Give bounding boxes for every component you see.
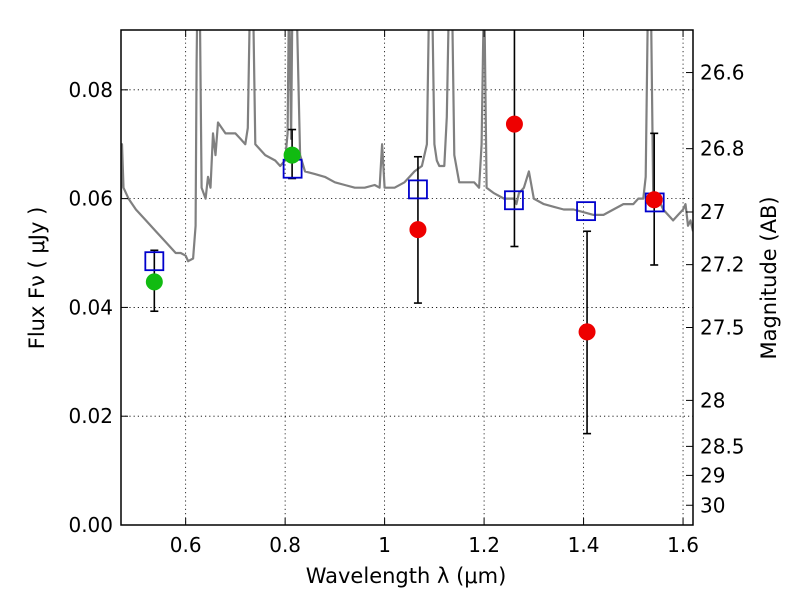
y2-axis-label: Magnitude (AB) xyxy=(757,196,781,359)
model-photometry-square xyxy=(408,179,428,200)
mag-tick-label: 27.2 xyxy=(700,253,745,277)
x-tick-label: 1.2 xyxy=(468,533,500,557)
model-photometry-square xyxy=(504,190,524,211)
mag-tick-label: 27.5 xyxy=(700,316,745,340)
model-spectrum-line xyxy=(121,30,693,263)
y-tick-label: 0.00 xyxy=(68,513,113,537)
x-axis-label: Wavelength λ (μm) xyxy=(306,564,507,588)
x-tick-label: 1 xyxy=(378,533,391,557)
plot-area xyxy=(121,30,693,263)
model-photometry-square xyxy=(144,251,165,272)
y-tick-label: 0.06 xyxy=(68,187,113,211)
data-markers xyxy=(144,115,665,341)
mag-tick-label: 28.5 xyxy=(700,434,745,458)
red-data-point xyxy=(578,323,596,341)
red-data-point xyxy=(505,115,523,133)
y-tick-label: 0.04 xyxy=(68,295,113,319)
mag-tick-label: 28 xyxy=(700,388,725,412)
plot-frame xyxy=(120,29,694,526)
axis-ticks: 0.6 0.8 1 1.2 1.4 1.6 0.00 0.02 0.04 0.06 0.08 26.6… xyxy=(68,30,745,557)
y-tick-label: 0.08 xyxy=(68,78,113,102)
x-tick-label: 1.4 xyxy=(568,533,600,557)
x-tick-label: 0.8 xyxy=(269,533,301,557)
green-data-point xyxy=(145,273,163,291)
x-tick-label: 1.6 xyxy=(667,533,699,557)
red-data-point xyxy=(409,221,427,239)
model-photometry-square xyxy=(576,201,596,222)
mag-tick-label: 26.6 xyxy=(700,61,745,85)
y-tick-label: 0.02 xyxy=(68,404,113,428)
mag-tick-label: 30 xyxy=(700,493,725,517)
y-axis-label: Flux Fν ( μJy ) xyxy=(25,207,49,350)
grid xyxy=(121,30,693,525)
mag-tick-label: 27 xyxy=(700,200,725,224)
x-tick-label: 0.6 xyxy=(170,533,202,557)
green-data-point xyxy=(283,146,301,164)
red-data-point xyxy=(645,191,663,209)
mag-tick-label: 29 xyxy=(700,463,725,487)
mag-tick-label: 26.8 xyxy=(700,137,745,161)
